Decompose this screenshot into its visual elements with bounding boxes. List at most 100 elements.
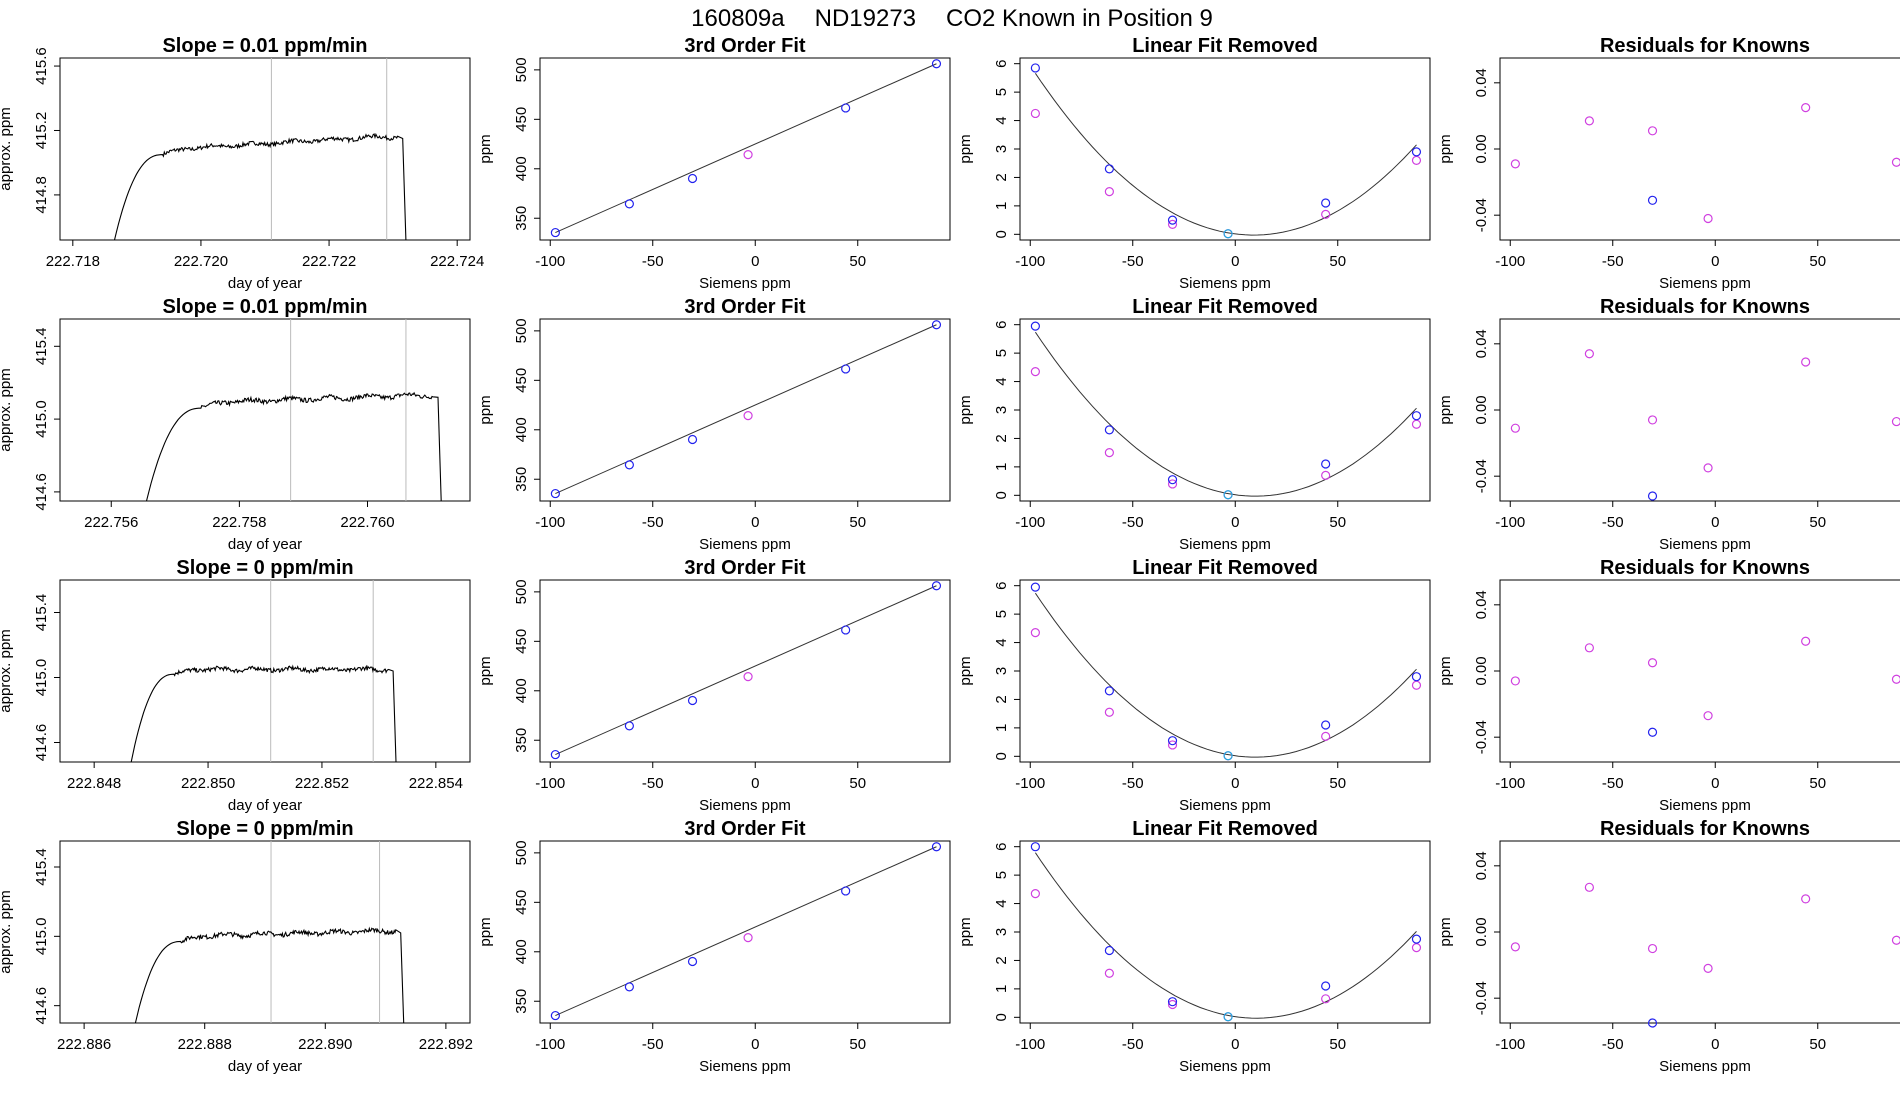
x-tick-label: -50 bbox=[1602, 775, 1624, 792]
x-tick-label: 222.890 bbox=[298, 1036, 352, 1053]
residual-point bbox=[1891, 416, 1900, 427]
magenta-point bbox=[1030, 889, 1040, 899]
y-tick-label: 400 bbox=[513, 417, 530, 442]
y-tick-label: 4 bbox=[993, 638, 1010, 646]
x-tick-label: -100 bbox=[1495, 775, 1525, 792]
y-tick-label: 3 bbox=[993, 406, 1010, 414]
residual-point bbox=[1801, 357, 1811, 367]
residual-point bbox=[1801, 636, 1811, 646]
residual-point bbox=[1647, 943, 1658, 954]
y-tick-label: 0.00 bbox=[1473, 917, 1490, 946]
residual-point bbox=[1647, 727, 1658, 737]
magenta-point bbox=[1167, 479, 1178, 489]
residual-point bbox=[1647, 195, 1658, 205]
panel-title: 3rd Order Fit bbox=[684, 818, 805, 840]
blue-point bbox=[1167, 215, 1178, 225]
x-tick-label: -100 bbox=[1015, 514, 1045, 531]
magenta-point bbox=[1167, 219, 1178, 229]
fit-point bbox=[550, 1010, 560, 1021]
y-tick-label: 415.0 bbox=[33, 400, 50, 438]
x-tick-label: -100 bbox=[535, 775, 565, 792]
y-tick-label: 2 bbox=[993, 695, 1010, 703]
x-axis-label: Siemens ppm bbox=[1179, 1058, 1271, 1075]
y-tick-label: 2 bbox=[993, 956, 1010, 964]
fit-point bbox=[931, 59, 942, 69]
blue-point bbox=[1411, 147, 1422, 157]
quadratic-fit-curve bbox=[1034, 331, 1417, 497]
x-tick-label: 222.724 bbox=[430, 253, 484, 270]
x-axis-label: Siemens ppm bbox=[1659, 275, 1751, 292]
blue-point bbox=[1321, 459, 1331, 469]
fit-line bbox=[555, 63, 937, 234]
panel-grid: Slope = 0.01 ppm/min day of year approx. p… bbox=[0, 35, 1900, 1075]
x-axis-label: day of year bbox=[228, 536, 302, 553]
y-tick-label: 2 bbox=[993, 434, 1010, 442]
quadratic-fit-curve bbox=[1034, 73, 1417, 236]
magenta-point bbox=[1104, 707, 1114, 717]
y-tick-label: 414.6 bbox=[33, 724, 50, 762]
x-axis-label: Siemens ppm bbox=[699, 797, 791, 814]
panel-title: 3rd Order Fit bbox=[684, 35, 805, 57]
x-tick-label: 222.850 bbox=[181, 775, 235, 792]
y-tick-label: 5 bbox=[993, 88, 1010, 96]
x-tick-label: -50 bbox=[1602, 1036, 1624, 1053]
residual-point bbox=[1891, 674, 1900, 684]
blue-point bbox=[1321, 720, 1331, 730]
x-axis-label: day of year bbox=[228, 275, 302, 292]
y-axis-label: ppm bbox=[1437, 134, 1454, 163]
y-tick-label: 0.00 bbox=[1473, 134, 1490, 163]
x-tick-label: 50 bbox=[849, 514, 866, 531]
y-tick-label: 0.00 bbox=[1473, 395, 1490, 424]
y-tick-label: 0.04 bbox=[1473, 851, 1490, 880]
magenta-point bbox=[1104, 968, 1114, 978]
x-tick-label: 50 bbox=[849, 253, 866, 270]
magenta-point bbox=[1167, 999, 1178, 1010]
x-tick-label: -50 bbox=[642, 1036, 664, 1053]
magenta-point bbox=[1321, 209, 1331, 220]
y-tick-label: 0 bbox=[993, 752, 1010, 760]
panel-title: Linear Fit Removed bbox=[1132, 296, 1318, 318]
y-axis-label: ppm bbox=[477, 395, 494, 424]
fit-point bbox=[687, 695, 698, 706]
residual-point bbox=[1647, 415, 1658, 425]
magenta-point bbox=[1411, 419, 1422, 429]
blue-point bbox=[1104, 164, 1114, 174]
x-tick-label: 222.854 bbox=[409, 775, 463, 792]
x-tick-label: 0 bbox=[1231, 1036, 1239, 1053]
x-tick-label: -100 bbox=[1495, 1036, 1525, 1053]
y-axis-label: ppm bbox=[957, 134, 974, 163]
y-tick-label: -0.04 bbox=[1473, 981, 1490, 1015]
x-tick-label: 50 bbox=[849, 1036, 866, 1053]
y-tick-label: -0.04 bbox=[1473, 459, 1490, 493]
x-tick-label: 222.886 bbox=[57, 1036, 111, 1053]
fit-line bbox=[555, 585, 937, 756]
y-tick-label: 415.0 bbox=[33, 659, 50, 697]
co2-trace-line bbox=[130, 664, 397, 763]
x-tick-label: 0 bbox=[1711, 775, 1719, 792]
y-tick-label: 5 bbox=[993, 349, 1010, 357]
x-tick-label: 0 bbox=[1231, 775, 1239, 792]
x-tick-label: 0 bbox=[751, 775, 759, 792]
residual-point bbox=[1647, 658, 1658, 668]
magenta-point bbox=[1411, 680, 1422, 690]
x-axis-label: day of year bbox=[228, 1058, 302, 1075]
x-tick-label: -100 bbox=[535, 1036, 565, 1053]
x-tick-label: -50 bbox=[642, 253, 664, 270]
y-tick-label: 350 bbox=[513, 206, 530, 231]
x-axis-label: Siemens ppm bbox=[1179, 797, 1271, 814]
y-tick-label: 4 bbox=[993, 377, 1010, 385]
fit-point bbox=[743, 150, 753, 160]
residual-point bbox=[1647, 1018, 1658, 1028]
x-tick-label: 0 bbox=[1711, 514, 1719, 531]
fit-line bbox=[555, 324, 937, 495]
panel-title: Slope = 0.01 ppm/min bbox=[162, 35, 367, 57]
y-tick-label: 450 bbox=[513, 107, 530, 132]
x-tick-label: 50 bbox=[1809, 253, 1826, 270]
y-tick-label: 415.4 bbox=[33, 848, 50, 886]
y-axis-label: ppm bbox=[477, 656, 494, 685]
y-tick-label: 1 bbox=[993, 202, 1010, 210]
blue-point bbox=[1223, 1012, 1233, 1022]
x-tick-label: -50 bbox=[1602, 514, 1624, 531]
y-tick-label: 450 bbox=[513, 368, 530, 393]
plot-frame bbox=[539, 318, 951, 502]
